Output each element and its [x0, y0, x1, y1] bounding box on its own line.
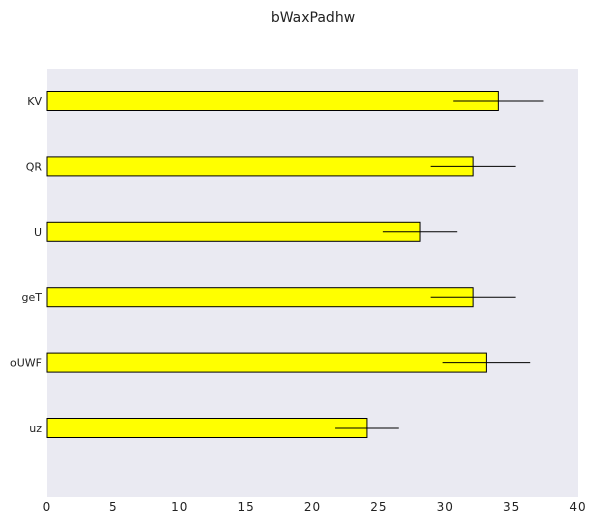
x-tick-label: 10: [171, 500, 188, 514]
y-tick-label: U: [34, 226, 42, 239]
x-tick-label: 0: [43, 500, 52, 514]
x-tick-label: 5: [109, 500, 118, 514]
x-tick-label: 35: [503, 500, 520, 514]
x-tick-label: 30: [437, 500, 454, 514]
y-tick-label: QR: [26, 160, 43, 173]
x-tick-label: 20: [304, 500, 321, 514]
bar-U: [46, 221, 421, 242]
bar-oUWF: [46, 352, 487, 373]
bar-QR: [46, 156, 474, 177]
error-bars-layer: [335, 100, 544, 429]
x-tick-labels: 0 5 10 15 20 25 30 35 40: [43, 500, 586, 514]
y-tick-label: KV: [27, 95, 42, 108]
x-tick-label: 15: [237, 500, 254, 514]
y-tick-label: uz: [29, 422, 42, 435]
x-tick-label: 25: [370, 500, 387, 514]
y-tick-label: geT: [22, 291, 43, 304]
bar-uz: [46, 418, 368, 438]
chart-title: bWaxPadhw: [271, 10, 355, 26]
y-tick-label: oUWF: [10, 357, 42, 370]
bar-KV: [46, 91, 499, 111]
bar-geT: [46, 287, 474, 308]
x-tick-label: 40: [569, 500, 586, 514]
